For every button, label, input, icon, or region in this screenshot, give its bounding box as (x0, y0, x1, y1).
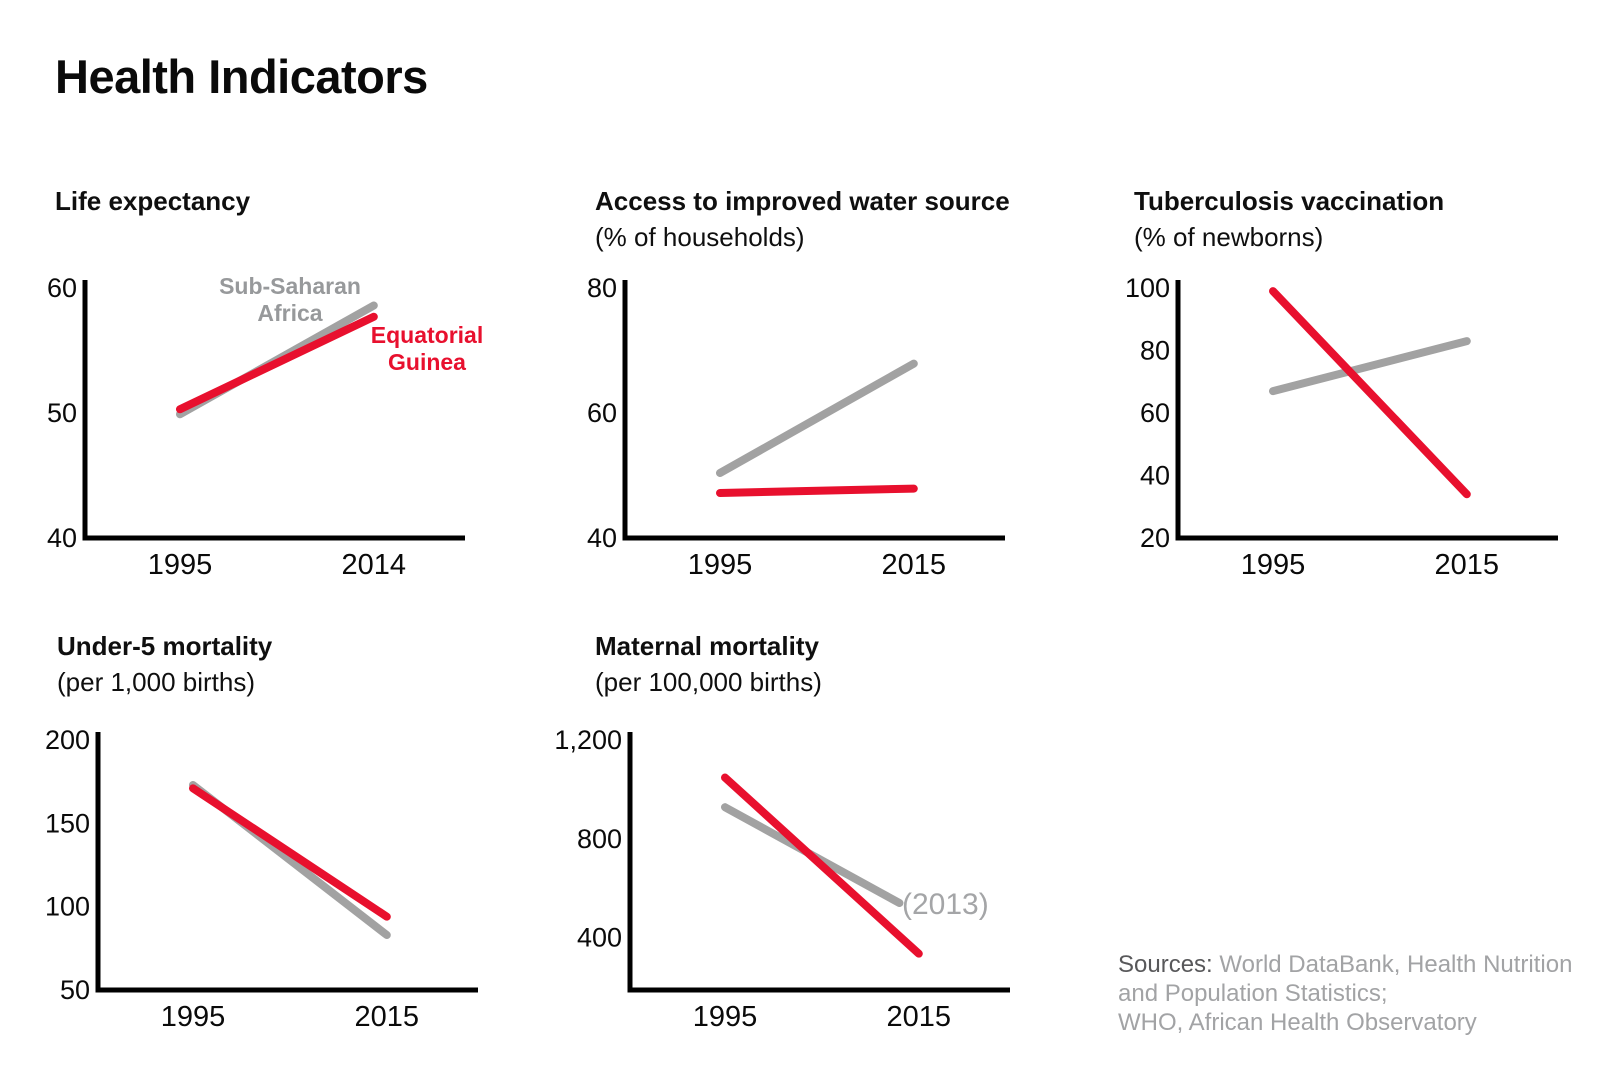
y-tick-label: 40 (587, 523, 617, 553)
sources-line: WHO, African Health Observatory (1118, 1009, 1477, 1036)
axis (627, 732, 1010, 993)
x-tick-label: 2014 (342, 549, 407, 581)
chart-under5-mortality: Under-5 mortality (per 1,000 births) 200… (45, 628, 577, 1068)
y-tick-label: 20 (1140, 523, 1170, 553)
chart-life-expectancy: Life expectancy 60 50 40 1995 2014 Sub-Sahara… (47, 183, 575, 623)
chart-tb-vaccination: Tuberculosis vaccination (% of newborns)… (1125, 183, 1619, 623)
chart-title: Under-5 mortality (57, 631, 273, 661)
series-line-red (176, 312, 378, 414)
series-line-red (1269, 287, 1471, 499)
chart-subtitle: (% of households) (595, 222, 805, 252)
chart-subtitle: (% of newborns) (1134, 222, 1324, 252)
chart-subtitle: (per 1,000 births) (57, 667, 255, 697)
x-tick-label: 2015 (887, 1001, 952, 1033)
y-tick-label: 60 (587, 398, 617, 428)
axis (95, 732, 478, 993)
y-tick-label: 40 (1140, 461, 1170, 491)
legend-label: Equatorial (371, 322, 483, 348)
y-tick-label: 50 (60, 975, 90, 1005)
series-line-gray (716, 359, 918, 477)
y-tick-label: 60 (47, 273, 77, 303)
axis (82, 280, 465, 541)
chart-annotation: (2013) (902, 888, 989, 921)
page-title: Health Indicators (55, 50, 428, 103)
series-line-red (189, 784, 391, 921)
sources-line: Sources: World DataBank, Health Nutritio… (1118, 950, 1572, 979)
axis (622, 280, 1005, 541)
y-tick-label: 50 (47, 398, 77, 428)
x-tick-label: 1995 (688, 549, 753, 581)
series-line-gray (1269, 337, 1471, 396)
y-tick-label: 200 (45, 725, 90, 755)
y-tick-label: 800 (577, 824, 622, 854)
y-tick-label: 60 (1140, 398, 1170, 428)
chart-subtitle: (per 100,000 births) (595, 667, 822, 697)
chart-title: Maternal mortality (595, 631, 819, 661)
legend-label: Guinea (388, 349, 466, 375)
chart-maternal-mortality: Maternal mortality (per 100,000 births) … (554, 628, 1115, 1068)
x-tick-label: 1995 (161, 1001, 226, 1033)
maternal-mortality-plot: 1,200 800 400 1995 2015 (2013) (554, 725, 1010, 1033)
legend-label: Africa (257, 300, 322, 326)
y-tick-label: 400 (577, 923, 622, 953)
y-tick-label: 40 (47, 523, 77, 553)
x-tick-label: 1995 (1241, 549, 1306, 581)
series-line-red (721, 773, 923, 958)
sources-label: Sources: (1118, 951, 1213, 978)
sources-text: World DataBank, Health Nutrition (1219, 951, 1573, 978)
sources-line: and Population Statistics; (1118, 980, 1388, 1007)
y-tick-label: 80 (587, 273, 617, 303)
x-tick-label: 1995 (693, 1001, 758, 1033)
chart-water-access: Access to improved water source (% of ho… (587, 183, 1115, 623)
y-tick-label: 100 (45, 892, 90, 922)
under5-mortality-plot: 200 150 100 50 1995 2015 (45, 725, 478, 1033)
chart-title: Life expectancy (55, 186, 251, 216)
water-access-plot: 80 60 40 1995 2015 (587, 273, 1005, 581)
chart-title: Tuberculosis vaccination (1134, 186, 1445, 216)
legend-label: Sub-Saharan (219, 273, 361, 299)
y-tick-label: 100 (1125, 273, 1170, 303)
series-line-red (716, 484, 918, 497)
x-tick-label: 2015 (355, 1001, 420, 1033)
y-tick-label: 80 (1140, 336, 1170, 366)
axis (1175, 280, 1558, 541)
tb-vaccination-plot: 100 80 60 40 20 1995 2015 (1125, 273, 1558, 581)
y-tick-label: 1,200 (554, 725, 622, 755)
x-tick-label: 2015 (882, 549, 947, 581)
y-tick-label: 150 (45, 808, 90, 838)
x-tick-label: 2015 (1435, 549, 1500, 581)
sources: Sources: World DataBank, Health Nutritio… (1118, 950, 1572, 1037)
x-tick-label: 1995 (148, 549, 213, 581)
chart-title: Access to improved water source (595, 186, 1010, 216)
